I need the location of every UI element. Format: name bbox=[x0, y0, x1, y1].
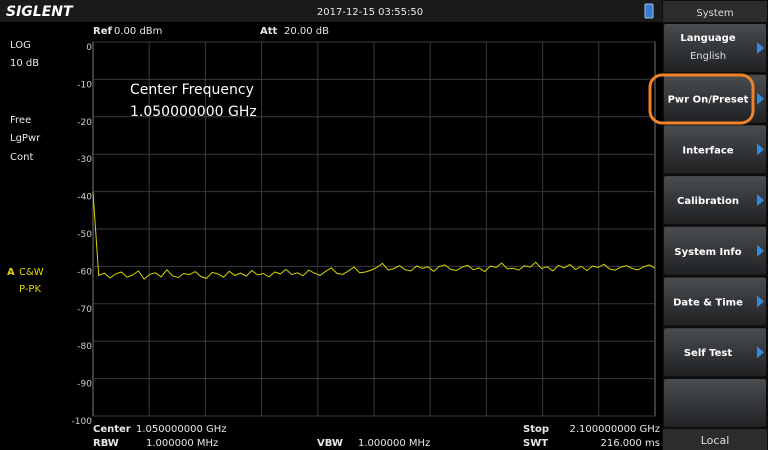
att-value: 20.00 dB bbox=[284, 26, 329, 37]
swt-value: 216.000 ms bbox=[601, 438, 660, 449]
y-tick-label: -50 bbox=[77, 230, 92, 240]
trace-mode: C&W bbox=[19, 267, 44, 278]
average: LgPwr bbox=[10, 133, 41, 144]
datetime: 2017-12-15 03:55:50 bbox=[317, 7, 423, 18]
menu-title-bar bbox=[663, 1, 767, 22]
stop-label: Stop bbox=[523, 424, 549, 435]
menu-button-label[interactable]: Self Test bbox=[684, 348, 732, 359]
ref-label: Ref bbox=[93, 26, 112, 37]
center-value: 1.050000000 GHz bbox=[136, 424, 227, 435]
rbw-value: 1.000000 MHz bbox=[146, 438, 218, 449]
sweep: Cont bbox=[10, 152, 33, 163]
att-label: Att bbox=[260, 26, 278, 37]
y-tick-label: -30 bbox=[77, 155, 92, 165]
trigger: Free bbox=[10, 115, 31, 126]
menu-arrow[interactable] bbox=[757, 244, 764, 257]
menu-button[interactable] bbox=[664, 74, 766, 123]
y-tick-label: -100 bbox=[72, 417, 93, 427]
menu-arrow[interactable] bbox=[757, 143, 764, 156]
menu-button-label[interactable]: System Info bbox=[674, 247, 741, 258]
detector: P-PK bbox=[19, 284, 41, 295]
vbw-label: VBW bbox=[317, 438, 343, 449]
y-tick-label: -70 bbox=[77, 305, 92, 315]
menu-button[interactable] bbox=[664, 24, 766, 72]
y-tick-label: 0 bbox=[86, 43, 92, 53]
menu-button-value[interactable]: English bbox=[690, 51, 726, 62]
menu-arrow[interactable] bbox=[757, 42, 764, 54]
menu-button-label[interactable]: Pwr On/Preset bbox=[668, 95, 749, 106]
highlight-outline bbox=[648, 73, 755, 125]
menu-button-empty bbox=[664, 379, 766, 427]
menu-title: System bbox=[696, 8, 733, 19]
menu-button[interactable] bbox=[664, 125, 766, 174]
menu-button[interactable] bbox=[664, 277, 766, 326]
plot-area bbox=[92, 41, 656, 417]
menu-button[interactable] bbox=[664, 226, 766, 275]
menu-items: Language English Pwr On/Preset Interface Cal… bbox=[664, 24, 766, 377]
stop-value: 2.100000000 GHz bbox=[570, 424, 661, 435]
y-tick-label: -60 bbox=[77, 267, 92, 277]
y-tick-label: -10 bbox=[77, 80, 92, 90]
menu-arrow[interactable] bbox=[757, 346, 764, 359]
menu-button-label[interactable]: Calibration bbox=[677, 196, 739, 207]
brand: SIGLENT bbox=[6, 4, 74, 20]
ref-value: 0.00 dBm bbox=[114, 26, 162, 37]
trace-label: A bbox=[7, 267, 15, 278]
annotation: Center Frequency bbox=[130, 82, 254, 98]
scale-type: LOG bbox=[10, 40, 31, 51]
trace bbox=[92, 191, 656, 280]
menu-button[interactable] bbox=[664, 328, 766, 377]
menu-arrow[interactable] bbox=[757, 92, 764, 105]
center-label: Center bbox=[93, 424, 131, 435]
top-bar bbox=[0, 0, 662, 22]
local-status: Local bbox=[701, 434, 730, 447]
y-tick-label: -90 bbox=[77, 380, 92, 390]
y-tick-label: -20 bbox=[77, 118, 92, 128]
annotation: 1.050000000 GHz bbox=[130, 104, 257, 120]
swt-label: SWT bbox=[523, 438, 548, 449]
rbw-label: RBW bbox=[93, 438, 119, 449]
menu-button-label[interactable]: Interface bbox=[682, 145, 733, 156]
y-tick-label: -40 bbox=[77, 193, 92, 203]
y-tick-label: -80 bbox=[77, 342, 92, 352]
battery-icon bbox=[644, 3, 654, 19]
menu-button-label[interactable]: Date & Time bbox=[673, 298, 743, 309]
menu-arrow[interactable] bbox=[757, 295, 764, 308]
menu-button[interactable] bbox=[664, 176, 766, 225]
menu-button-label[interactable]: Language bbox=[680, 33, 735, 44]
vbw-value: 1.000000 MHz bbox=[358, 438, 430, 449]
menu-arrow[interactable] bbox=[757, 194, 764, 207]
menu-footer-bar bbox=[663, 429, 767, 450]
scale-div: 10 dB bbox=[10, 58, 39, 69]
